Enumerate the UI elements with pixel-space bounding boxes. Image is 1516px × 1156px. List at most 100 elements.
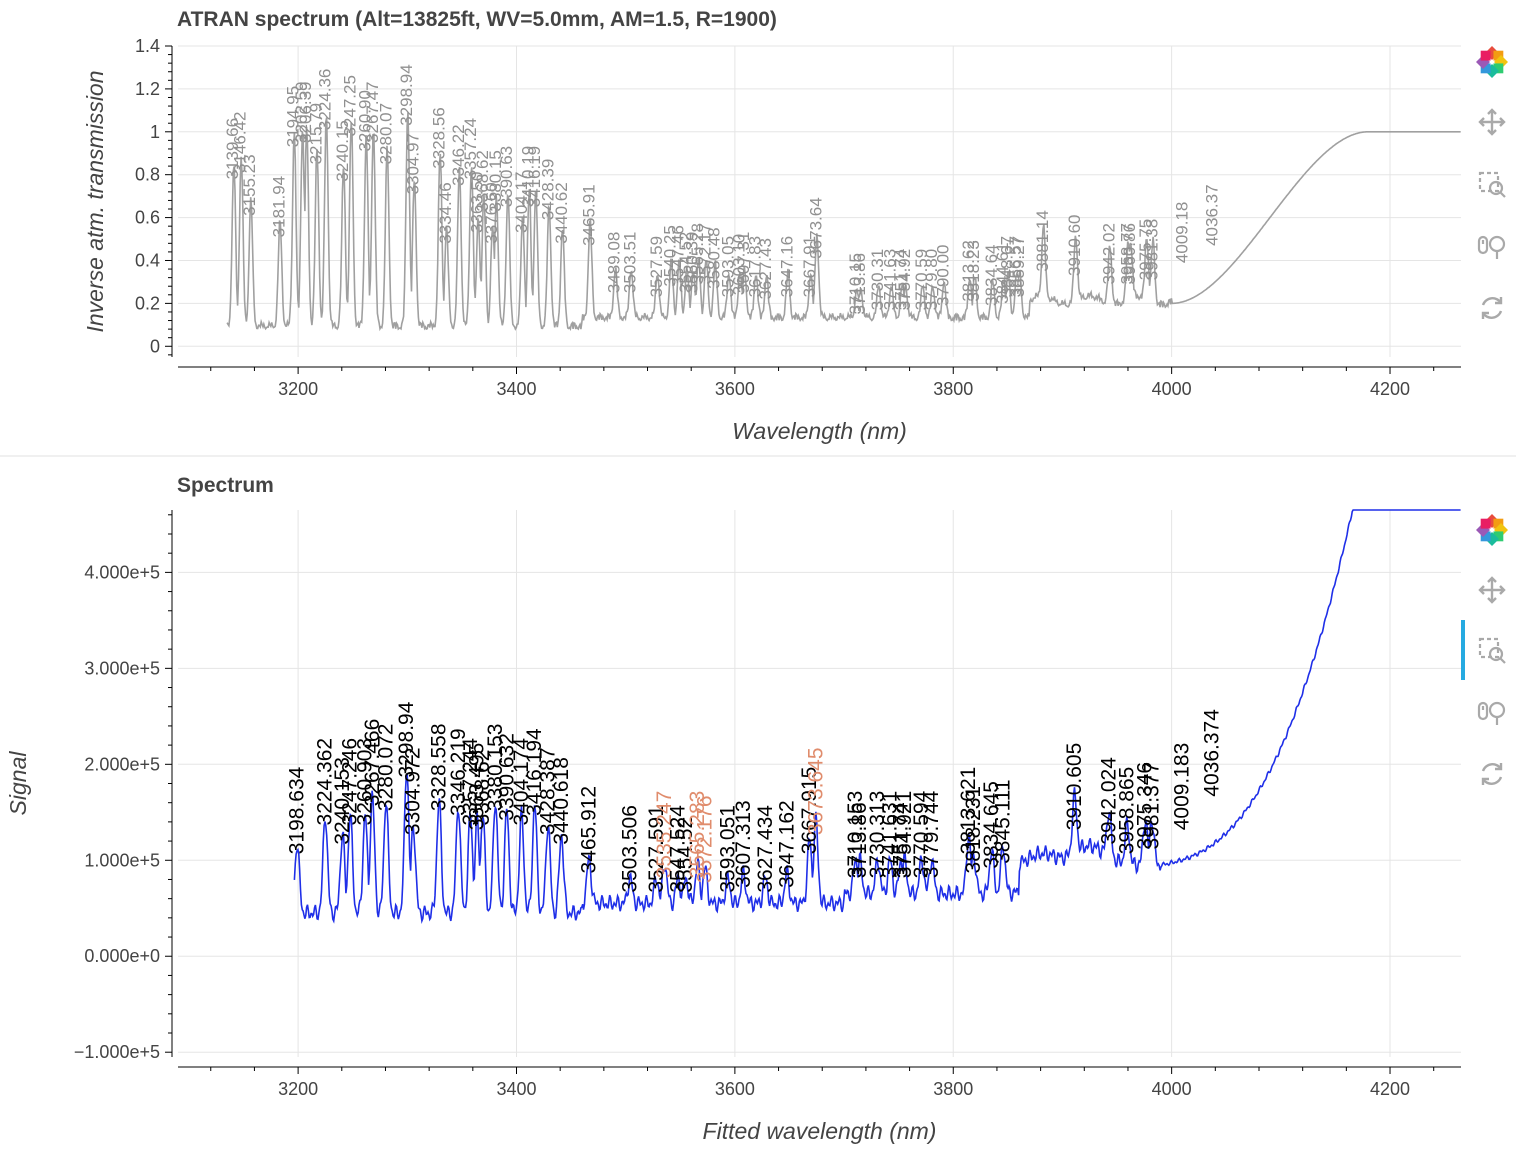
reset-tool-button[interactable] [1472,288,1512,328]
wheel-zoom-tool-button[interactable] [1472,692,1512,732]
line-label: 3834.64 [982,245,1001,306]
line-label: 3818.23 [964,240,983,301]
atran-plot-canvas[interactable]: 3200 3400 3600 3800 4000 4200 0 0.2 0.4 0.6 0.8 1 1.… [0,0,1516,454]
bokeh-logo-button[interactable] [1472,510,1512,550]
line-label: 3560.39 [683,232,702,293]
pan-icon [1478,108,1506,136]
line-label: 3540.25 [661,225,680,286]
line-label: 3942.02 [1099,223,1118,284]
line-label: 3416.194 [523,728,546,816]
line-label: 3593.05 [718,236,737,297]
x-tick-label: 4000 [1152,379,1192,399]
x-tick-label: 3200 [278,379,318,399]
line-label: 3260.903 [354,738,377,826]
line-label: 3834.645 [980,781,1003,869]
y-tick-label: 2.000e+5 [84,754,160,774]
line-label: 3155.23 [240,154,259,215]
line-label: 3565.283 [686,791,709,879]
line-label: 3368.62 [471,750,494,826]
line-label: 3527.59 [647,236,666,297]
line-label: 3280.072 [375,723,398,811]
line-label: 3428.39 [538,159,557,220]
line-label: 3206.39 [296,81,315,142]
y-tick-label: 1.2 [135,79,160,99]
line-label: 3357.244 [459,738,482,826]
line-label: 3607.313 [732,800,755,888]
pan-tool-button[interactable] [1472,570,1512,610]
x-tick-label: 3600 [715,379,755,399]
line-label: 3404.17 [512,172,531,233]
line-label: 3410.19 [519,146,538,207]
line-label: 3881.14 [1033,210,1052,271]
line-label: 4036.374 [1200,709,1223,797]
line-label: 3580.48 [705,227,724,288]
line-label: 3202.59 [292,81,311,142]
line-label: 3942.024 [1097,757,1120,845]
line-label: 3667.915 [798,767,821,855]
atran-plot: ATRAN spectrum (Alt=13825ft, WV=5.0mm, A… [0,0,1516,454]
reset-icon [1481,763,1503,785]
line-label: 3503.51 [621,232,640,293]
line-label: 3856.57 [1006,236,1025,297]
line-label: 3607.31 [734,232,753,293]
spectrum-plot-title: Spectrum [177,474,274,497]
line-label: 3547.524 [667,805,690,893]
x-axis-title: Fitted wavelength (nm) [703,1118,937,1144]
line-label: 3779.80 [922,249,941,310]
x-tick-label: 3200 [278,1079,318,1099]
line-label: 3770.594 [910,790,933,878]
line-label: 3280.07 [377,103,396,164]
y-tick-label: 3.000e+5 [84,658,160,678]
pan-tool-button[interactable] [1472,102,1512,142]
x-tick-label: 3800 [933,379,973,399]
spectrum-plot-canvas[interactable]: 3200 3400 3600 3800 4000 4200 −1.000e+5 0.000e+… [0,460,1516,1156]
line-label: 3298.94 [397,64,416,125]
line-label: 3754.921 [893,791,916,879]
line-label: 3981.377 [1140,762,1163,850]
active-tool-indicator [1461,620,1465,680]
line-label: 3818.231 [962,786,985,874]
line-label: 3357.24 [461,118,480,179]
y-tick-label: 0.6 [135,208,160,228]
y-axis-title: Inverse atm. transmission [82,70,108,332]
bokeh-logo-button[interactable] [1472,42,1512,82]
line-label: 3404.174 [510,738,533,826]
line-label: 3267.466 [361,719,384,807]
spectrum-line [293,509,1461,925]
box-zoom-icon [1478,637,1506,664]
wheel-zoom-tool-button[interactable] [1472,226,1512,266]
y-tick-label: 1 [150,122,160,142]
line-label: 3247.246 [339,738,362,826]
line-label: 3224.362 [314,738,337,826]
line-label: 3958.77 [1118,223,1137,284]
line-label: 3416.19 [525,146,544,207]
box-zoom-tool-button[interactable] [1472,164,1512,204]
x-tick-label: 4200 [1370,379,1410,399]
line-label: 3247.25 [341,75,360,136]
line-label: 3146.42 [231,112,250,173]
line-label: 3975.75 [1136,219,1155,280]
line-label: 3910.605 [1063,743,1086,831]
line-label: 4009.183 [1171,743,1194,831]
line-label: 3710.153 [844,791,867,879]
y-tick-label: 1.000e+5 [84,850,160,870]
line-label: 3334.46 [436,182,455,243]
bokeh-logo-icon [1476,514,1508,546]
line-label: 3741.63 [881,249,900,310]
y-tick-label: 0 [150,336,160,356]
box-zoom-tool-button[interactable] [1472,630,1512,670]
line-label: 3368.62 [473,150,492,211]
line-label: 3260.90 [356,90,375,151]
line-label: 3376.60 [482,182,501,243]
line-label: 3139.66 [223,118,242,179]
line-label: 3328.558 [427,723,450,811]
reset-tool-button[interactable] [1472,754,1512,794]
line-label: 3465.91 [579,184,598,245]
bokeh-logo-icon [1476,46,1508,78]
line-label: 3304.97 [404,133,423,194]
spectrum-line [226,112,1461,332]
x-tick-label: 4200 [1370,1079,1410,1099]
line-label: 3503.506 [619,805,642,893]
line-label: 3194.95 [284,86,303,147]
line-label: 3535.247 [653,791,676,879]
